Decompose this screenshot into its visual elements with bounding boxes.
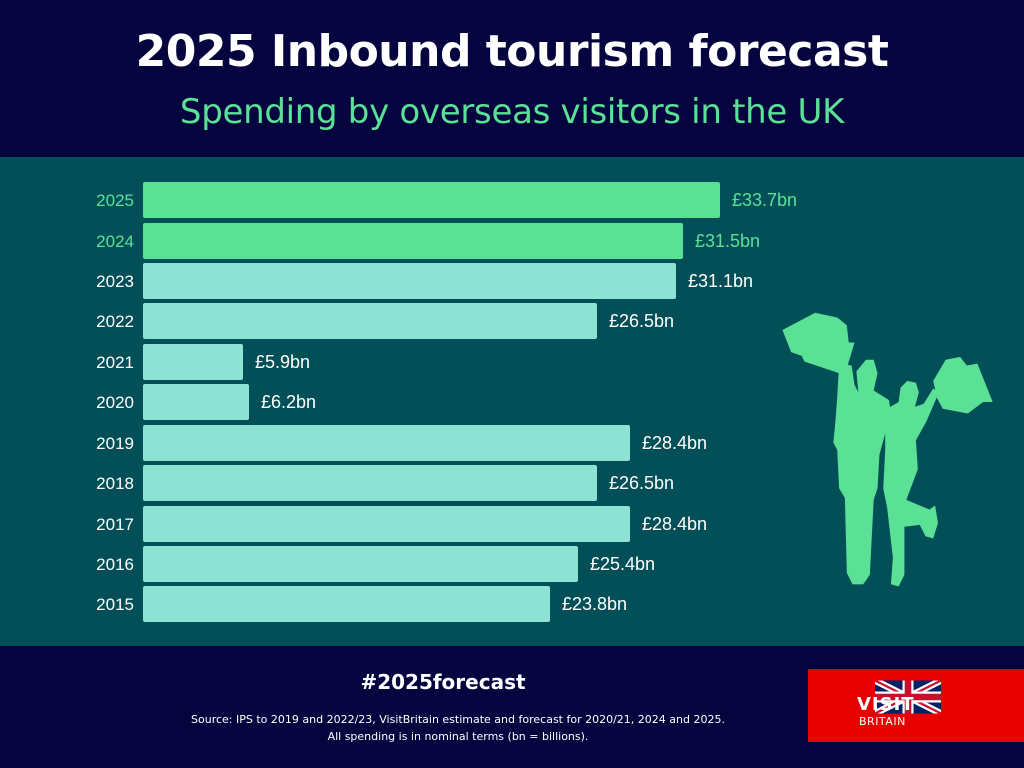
value-label: £26.5bn (609, 311, 675, 331)
value-label: £33.7bn (732, 190, 798, 210)
source-line-2: All spending is in nominal terms (bn = b… (327, 730, 589, 743)
union-jack-icon (875, 680, 941, 714)
year-label: 2021 (96, 353, 134, 372)
year-label: 2025 (96, 191, 134, 210)
bar (143, 303, 597, 339)
bar (143, 546, 578, 582)
source-note: Source: IPS to 2019 and 2022/23, VisitBr… (0, 711, 916, 745)
value-label: £28.4bn (642, 433, 708, 453)
year-label: 2022 (96, 312, 134, 331)
bar (143, 384, 249, 420)
year-label: 2024 (96, 232, 134, 251)
source-line-1: Source: IPS to 2019 and 2022/23, VisitBr… (191, 713, 725, 726)
header: 2025 Inbound tourism forecast Spending b… (0, 0, 1024, 157)
year-label: 2015 (96, 595, 134, 614)
hashtag: #2025forecast (360, 670, 526, 694)
bar (143, 344, 243, 380)
value-label: £26.5bn (609, 473, 675, 493)
value-label: £23.8bn (562, 594, 628, 614)
bar (143, 223, 683, 259)
chart-subtitle: Spending by overseas visitors in the UK (179, 92, 845, 132)
bar (143, 182, 720, 218)
year-label: 2016 (96, 555, 134, 574)
visitbritain-logo: VISIT BRITAIN (808, 669, 1024, 742)
shoppers-silhouette-icon (782, 312, 993, 587)
chart-title: 2025 Inbound tourism forecast (135, 26, 889, 77)
year-label: 2017 (96, 515, 134, 534)
value-label: £31.5bn (695, 231, 761, 251)
bar (143, 263, 676, 299)
logo-visit-text: VISIT (857, 694, 915, 715)
value-label: £5.9bn (255, 352, 311, 372)
value-label: £25.4bn (590, 554, 656, 574)
value-label: £28.4bn (642, 514, 708, 534)
value-label: £31.1bn (688, 271, 754, 291)
bar (143, 465, 597, 501)
bar (143, 425, 630, 461)
year-label: 2023 (96, 272, 134, 291)
year-label: 2020 (96, 393, 134, 412)
value-label: £6.2bn (261, 392, 317, 412)
bar (143, 506, 630, 542)
logo-britain-text: BRITAIN (859, 715, 906, 728)
year-label: 2018 (96, 474, 134, 493)
bar (143, 586, 550, 622)
year-label: 2019 (96, 434, 134, 453)
